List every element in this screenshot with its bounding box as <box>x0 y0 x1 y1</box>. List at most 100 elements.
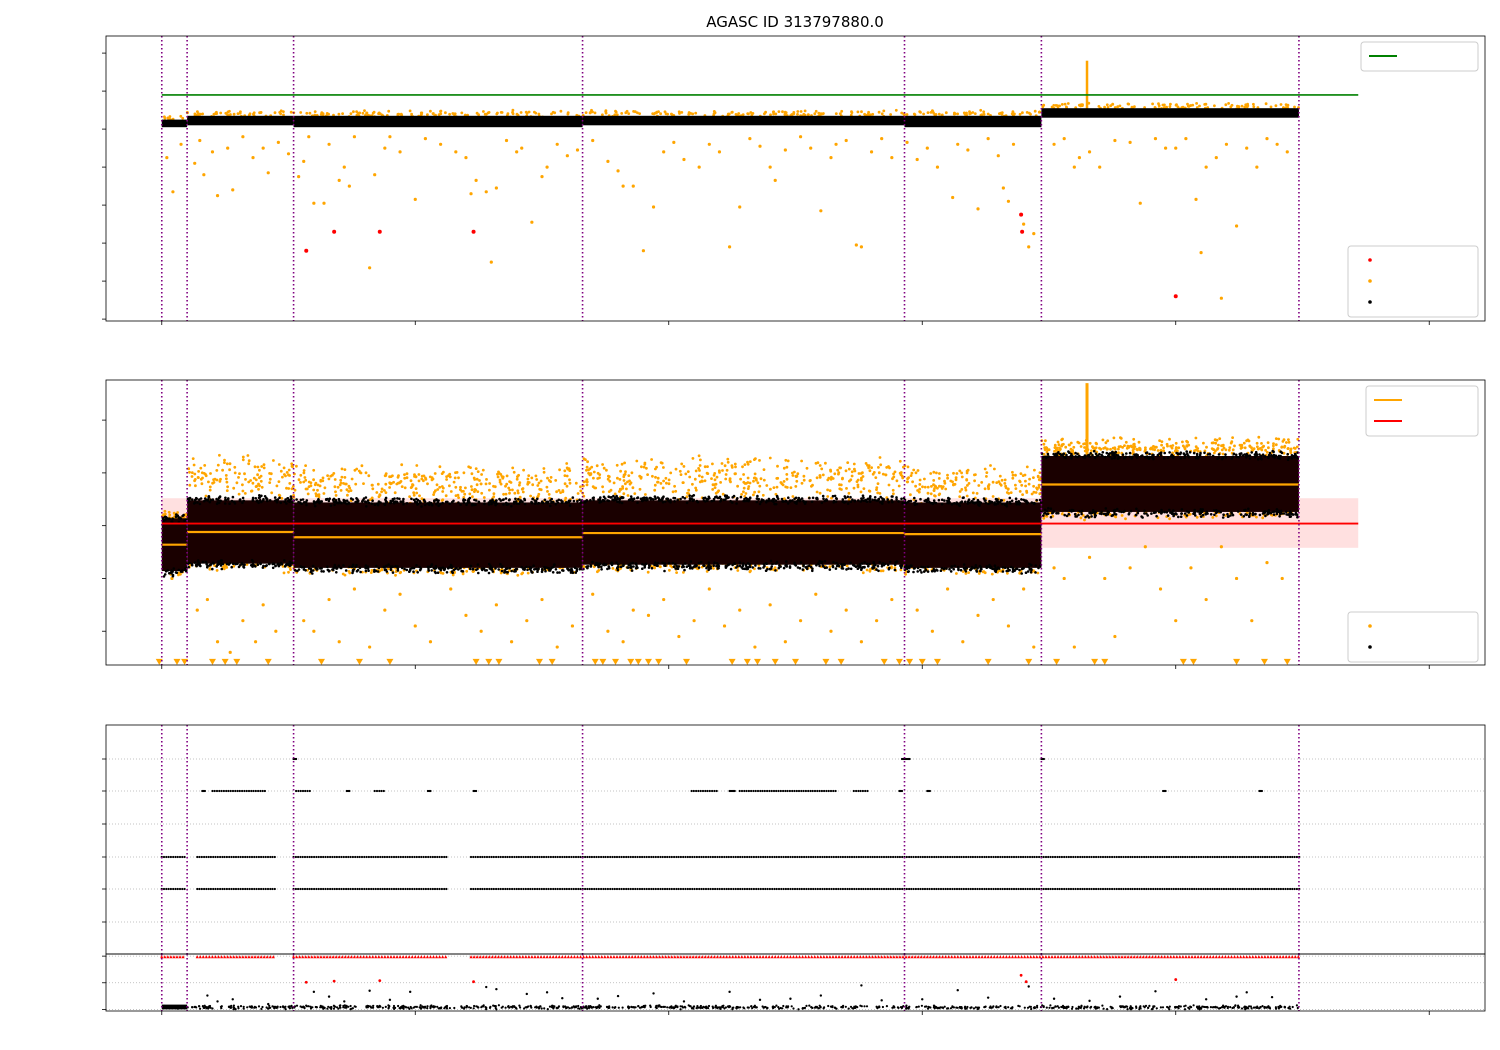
highlighted-point <box>592 470 596 474</box>
highlighted-point <box>740 493 743 496</box>
highlighted-point <box>1111 102 1115 106</box>
ok-point <box>1234 453 1238 457</box>
ok-point <box>900 497 903 501</box>
highlighted-point <box>231 188 235 192</box>
ok-point <box>683 562 687 565</box>
highlighted-point <box>440 485 444 488</box>
highlighted-point <box>1006 571 1009 575</box>
ok-point <box>661 500 665 504</box>
highlighted-point <box>1061 437 1064 441</box>
highlighted-point <box>625 487 628 491</box>
highlighted-point <box>413 475 416 478</box>
highlighted-point <box>1027 245 1031 249</box>
highlighted-point <box>380 490 383 494</box>
highlighted-point <box>954 476 958 480</box>
highlighted-point <box>758 484 762 488</box>
highlighted-point <box>938 492 942 496</box>
ok-point <box>1134 513 1138 517</box>
highlighted-point <box>420 112 423 116</box>
ok-point <box>434 566 438 570</box>
highlighted-point <box>659 482 663 485</box>
ok-point <box>314 566 318 570</box>
highlighted-point <box>238 111 242 115</box>
flag-point <box>704 789 707 793</box>
ok-point <box>1192 451 1196 455</box>
ok-point <box>833 494 837 498</box>
highlighted-point <box>768 603 772 607</box>
ok-point <box>1017 500 1021 503</box>
ok-point <box>561 569 564 572</box>
highlighted-point <box>868 569 872 573</box>
ok-point <box>224 496 227 500</box>
highlighted-point <box>505 474 509 478</box>
highlighted-point <box>998 474 1002 478</box>
highlighted-point <box>566 112 570 116</box>
highlighted-point <box>480 491 484 495</box>
ok-point <box>984 499 987 502</box>
ok-point <box>648 564 651 567</box>
highlighted-point <box>408 495 411 498</box>
highlighted-point <box>616 476 619 480</box>
highlighted-point <box>1042 516 1046 520</box>
highlighted-point <box>1160 440 1164 443</box>
ok-point <box>273 496 277 499</box>
flag-point <box>504 855 507 859</box>
ok-point <box>748 562 751 566</box>
highlighted-point <box>1193 449 1196 453</box>
ok-point <box>1235 455 1238 459</box>
highlighted-point <box>241 489 245 493</box>
flag-point <box>495 855 498 859</box>
clipped-low-marker <box>984 658 992 665</box>
ok-point <box>840 562 843 566</box>
ok-point <box>895 560 899 563</box>
ok-point <box>383 502 386 506</box>
highlighted-point <box>697 165 701 169</box>
highlighted-point <box>438 465 442 469</box>
ok-point <box>396 567 400 571</box>
highlighted-point <box>215 112 219 115</box>
ok-point <box>567 499 571 503</box>
ok-point <box>547 567 551 570</box>
ok-point <box>978 504 981 507</box>
ok-point <box>757 497 760 501</box>
highlighted-point <box>1220 444 1223 448</box>
ok-point <box>811 569 814 573</box>
highlighted-point <box>624 482 627 486</box>
highlighted-point <box>312 468 316 472</box>
highlighted-point <box>388 135 392 139</box>
highlighted-point <box>1204 165 1208 169</box>
ok-point <box>962 563 966 566</box>
highlighted-point <box>795 474 799 478</box>
ok-point <box>1179 457 1183 460</box>
ok-point <box>564 501 568 504</box>
ok-point <box>203 499 206 503</box>
highlighted-point <box>558 468 561 472</box>
highlighted-point <box>211 481 215 485</box>
ok-point <box>1116 457 1120 460</box>
ok-point <box>887 567 891 571</box>
ok-point <box>1001 502 1004 506</box>
highlighted-point <box>870 466 873 469</box>
flag-point <box>257 789 260 793</box>
highlighted-point <box>475 483 479 487</box>
ok-point <box>1049 507 1053 511</box>
ok-point <box>1200 510 1204 513</box>
flag-point <box>306 855 309 859</box>
ok-point <box>1088 511 1092 514</box>
highlighted-point <box>209 472 212 475</box>
ok-point <box>1067 512 1071 516</box>
flag-point <box>340 855 343 859</box>
ok-point <box>549 504 552 508</box>
ok-point <box>543 498 547 502</box>
highlighted-point <box>837 472 840 476</box>
highlighted-point <box>323 486 327 490</box>
flag-point <box>345 855 348 859</box>
highlighted-point <box>475 111 479 115</box>
ok-point <box>410 497 413 501</box>
ok-point <box>703 496 707 500</box>
ok-point <box>228 561 232 565</box>
ok-point <box>946 499 949 503</box>
highlighted-point <box>525 619 529 623</box>
not-ok-point <box>1020 229 1025 234</box>
ok-point <box>910 564 913 567</box>
